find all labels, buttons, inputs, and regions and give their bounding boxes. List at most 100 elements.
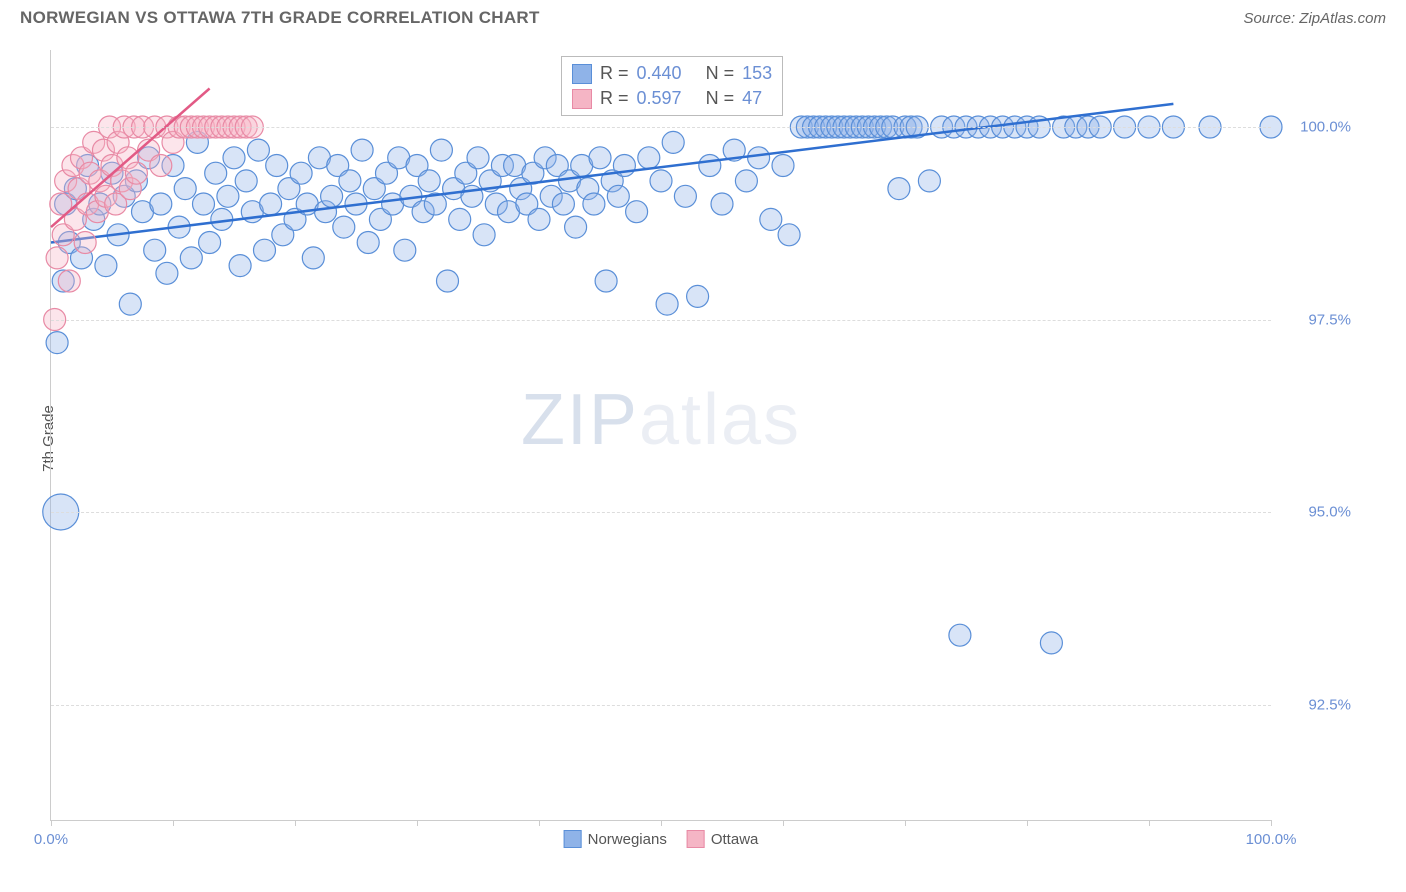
data-point [607,185,629,207]
data-point [735,170,757,192]
data-point [552,193,574,215]
x-tick-label: 0.0% [34,831,68,848]
data-point [949,624,971,646]
data-point [528,208,550,230]
data-point [95,255,117,277]
stats-n-value: 47 [742,88,762,109]
x-tick [661,820,662,826]
legend-item: Norwegians [564,830,667,848]
data-point [199,232,221,254]
data-point [687,285,709,307]
data-point [674,185,696,207]
chart-title: NORWEGIAN VS OTTAWA 7TH GRADE CORRELATIO… [20,8,540,28]
stats-r-label: R = [600,63,629,84]
gridline-h [51,705,1271,706]
stats-r-label: R = [600,88,629,109]
data-point [1040,632,1062,654]
gridline-h [51,512,1271,513]
stats-row: R = 0.597 N = 47 [572,86,772,111]
data-point [351,139,373,161]
legend-label: Norwegians [588,831,667,848]
x-tick [1027,820,1028,826]
data-point [174,178,196,200]
stats-row: R = 0.440 N = 153 [572,61,772,86]
data-point [339,170,361,192]
y-tick-label: 92.5% [1281,696,1351,713]
data-point [193,193,215,215]
data-point [229,255,251,277]
data-point [46,332,68,354]
stats-swatch [572,64,592,84]
x-tick [51,820,52,826]
data-point [205,162,227,184]
data-point [119,293,141,315]
data-point [357,232,379,254]
data-point [430,139,452,161]
stats-n-label: N = [706,63,735,84]
legend-item: Ottawa [687,830,759,848]
data-point [125,162,147,184]
x-tick [417,820,418,826]
x-tick [1271,820,1272,826]
data-point [467,147,489,169]
data-point [778,224,800,246]
data-point [74,232,96,254]
stats-r-value: 0.597 [637,88,682,109]
legend-bottom: Norwegians Ottawa [564,830,759,848]
stats-swatch [572,89,592,109]
data-point [888,178,910,200]
legend-label: Ottawa [711,831,759,848]
data-point [662,131,684,153]
data-point [589,147,611,169]
data-point [290,162,312,184]
data-point [247,139,269,161]
data-point [150,193,172,215]
data-point [626,201,648,223]
data-point [223,147,245,169]
y-tick-label: 97.5% [1281,311,1351,328]
x-tick [783,820,784,826]
data-point [595,270,617,292]
data-point [235,170,257,192]
data-point [772,155,794,177]
data-point [321,185,343,207]
data-point [418,170,440,192]
data-point [394,239,416,261]
data-point [260,193,282,215]
gridline-h [51,127,1271,128]
data-point [156,262,178,284]
data-point [473,224,495,246]
stats-r-value: 0.440 [637,63,682,84]
data-point [266,155,288,177]
stats-n-label: N = [706,88,735,109]
data-point [180,247,202,269]
data-point [650,170,672,192]
chart-header: NORWEGIAN VS OTTAWA 7TH GRADE CORRELATIO… [0,0,1406,32]
data-point [302,247,324,269]
data-point [144,239,166,261]
x-tick [539,820,540,826]
x-tick [295,820,296,826]
data-point [656,293,678,315]
plot-area: ZIPatlas R =0.440N =153R =0.597N =47 Nor… [50,50,1271,821]
data-point [565,216,587,238]
data-point [254,239,276,261]
chart-source: Source: ZipAtlas.com [1243,10,1386,27]
chart-container: ZIPatlas R =0.440N =153R =0.597N =47 Nor… [50,50,1370,820]
x-tick-label: 100.0% [1246,831,1297,848]
data-point [699,155,721,177]
data-point [58,270,80,292]
stats-n-value: 153 [742,63,772,84]
data-point [638,147,660,169]
data-point [711,193,733,215]
x-tick [173,820,174,826]
legend-swatch [687,830,705,848]
data-point [217,185,239,207]
data-point [333,216,355,238]
data-point [918,170,940,192]
data-point [449,208,471,230]
data-point [583,193,605,215]
gridline-h [51,320,1271,321]
legend-swatch [564,830,582,848]
data-point [760,208,782,230]
